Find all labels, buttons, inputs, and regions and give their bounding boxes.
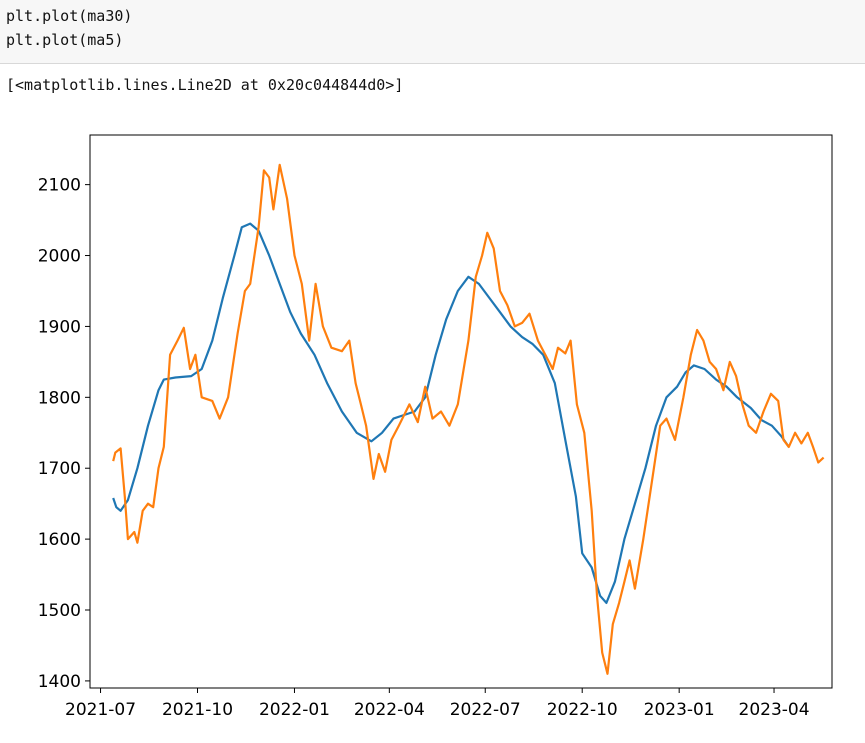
y-tick-label: 1700 [38,459,81,479]
series-line-1 [112,222,790,604]
x-tick-label: 2023-01 [644,700,715,720]
x-tick-label: 2021-10 [162,700,233,720]
x-tick-label: 2022-01 [259,700,330,720]
y-axis: 1400 1500 1600 1700 1800 1900 2000 2100 [38,176,90,692]
code-line-2: plt.plot(ma5) [6,31,124,49]
x-tick-label: 2023-04 [739,700,810,720]
x-tick-label: 2021-07 [65,700,136,720]
y-tick-label: 1800 [38,388,81,408]
code-line-1: plt.plot(ma30) [6,7,133,25]
y-tick-label: 1900 [38,317,81,337]
y-tick-label: 1500 [38,601,81,621]
plot-area [89,134,833,689]
cell-output-text: [<matplotlib.lines.Line2D at 0x20c044844… [6,76,404,94]
x-tick-label: 2022-07 [450,700,521,720]
y-tick-label: 1600 [38,530,81,550]
y-tick-label: 1400 [38,672,81,692]
x-axis: 2021-07 2021-10 2022-01 2022-04 2022-07 2022-… [65,688,810,720]
x-tick-label: 2022-04 [354,700,425,720]
y-tick-label: 2000 [38,247,81,267]
y-tick-label: 2100 [38,176,81,196]
x-tick-label: 2022-10 [547,700,618,720]
code-cell[interactable]: plt.plot(ma30) plt.plot(ma5) [0,0,865,64]
series-layer [112,163,825,675]
series-line-2 [112,163,825,675]
